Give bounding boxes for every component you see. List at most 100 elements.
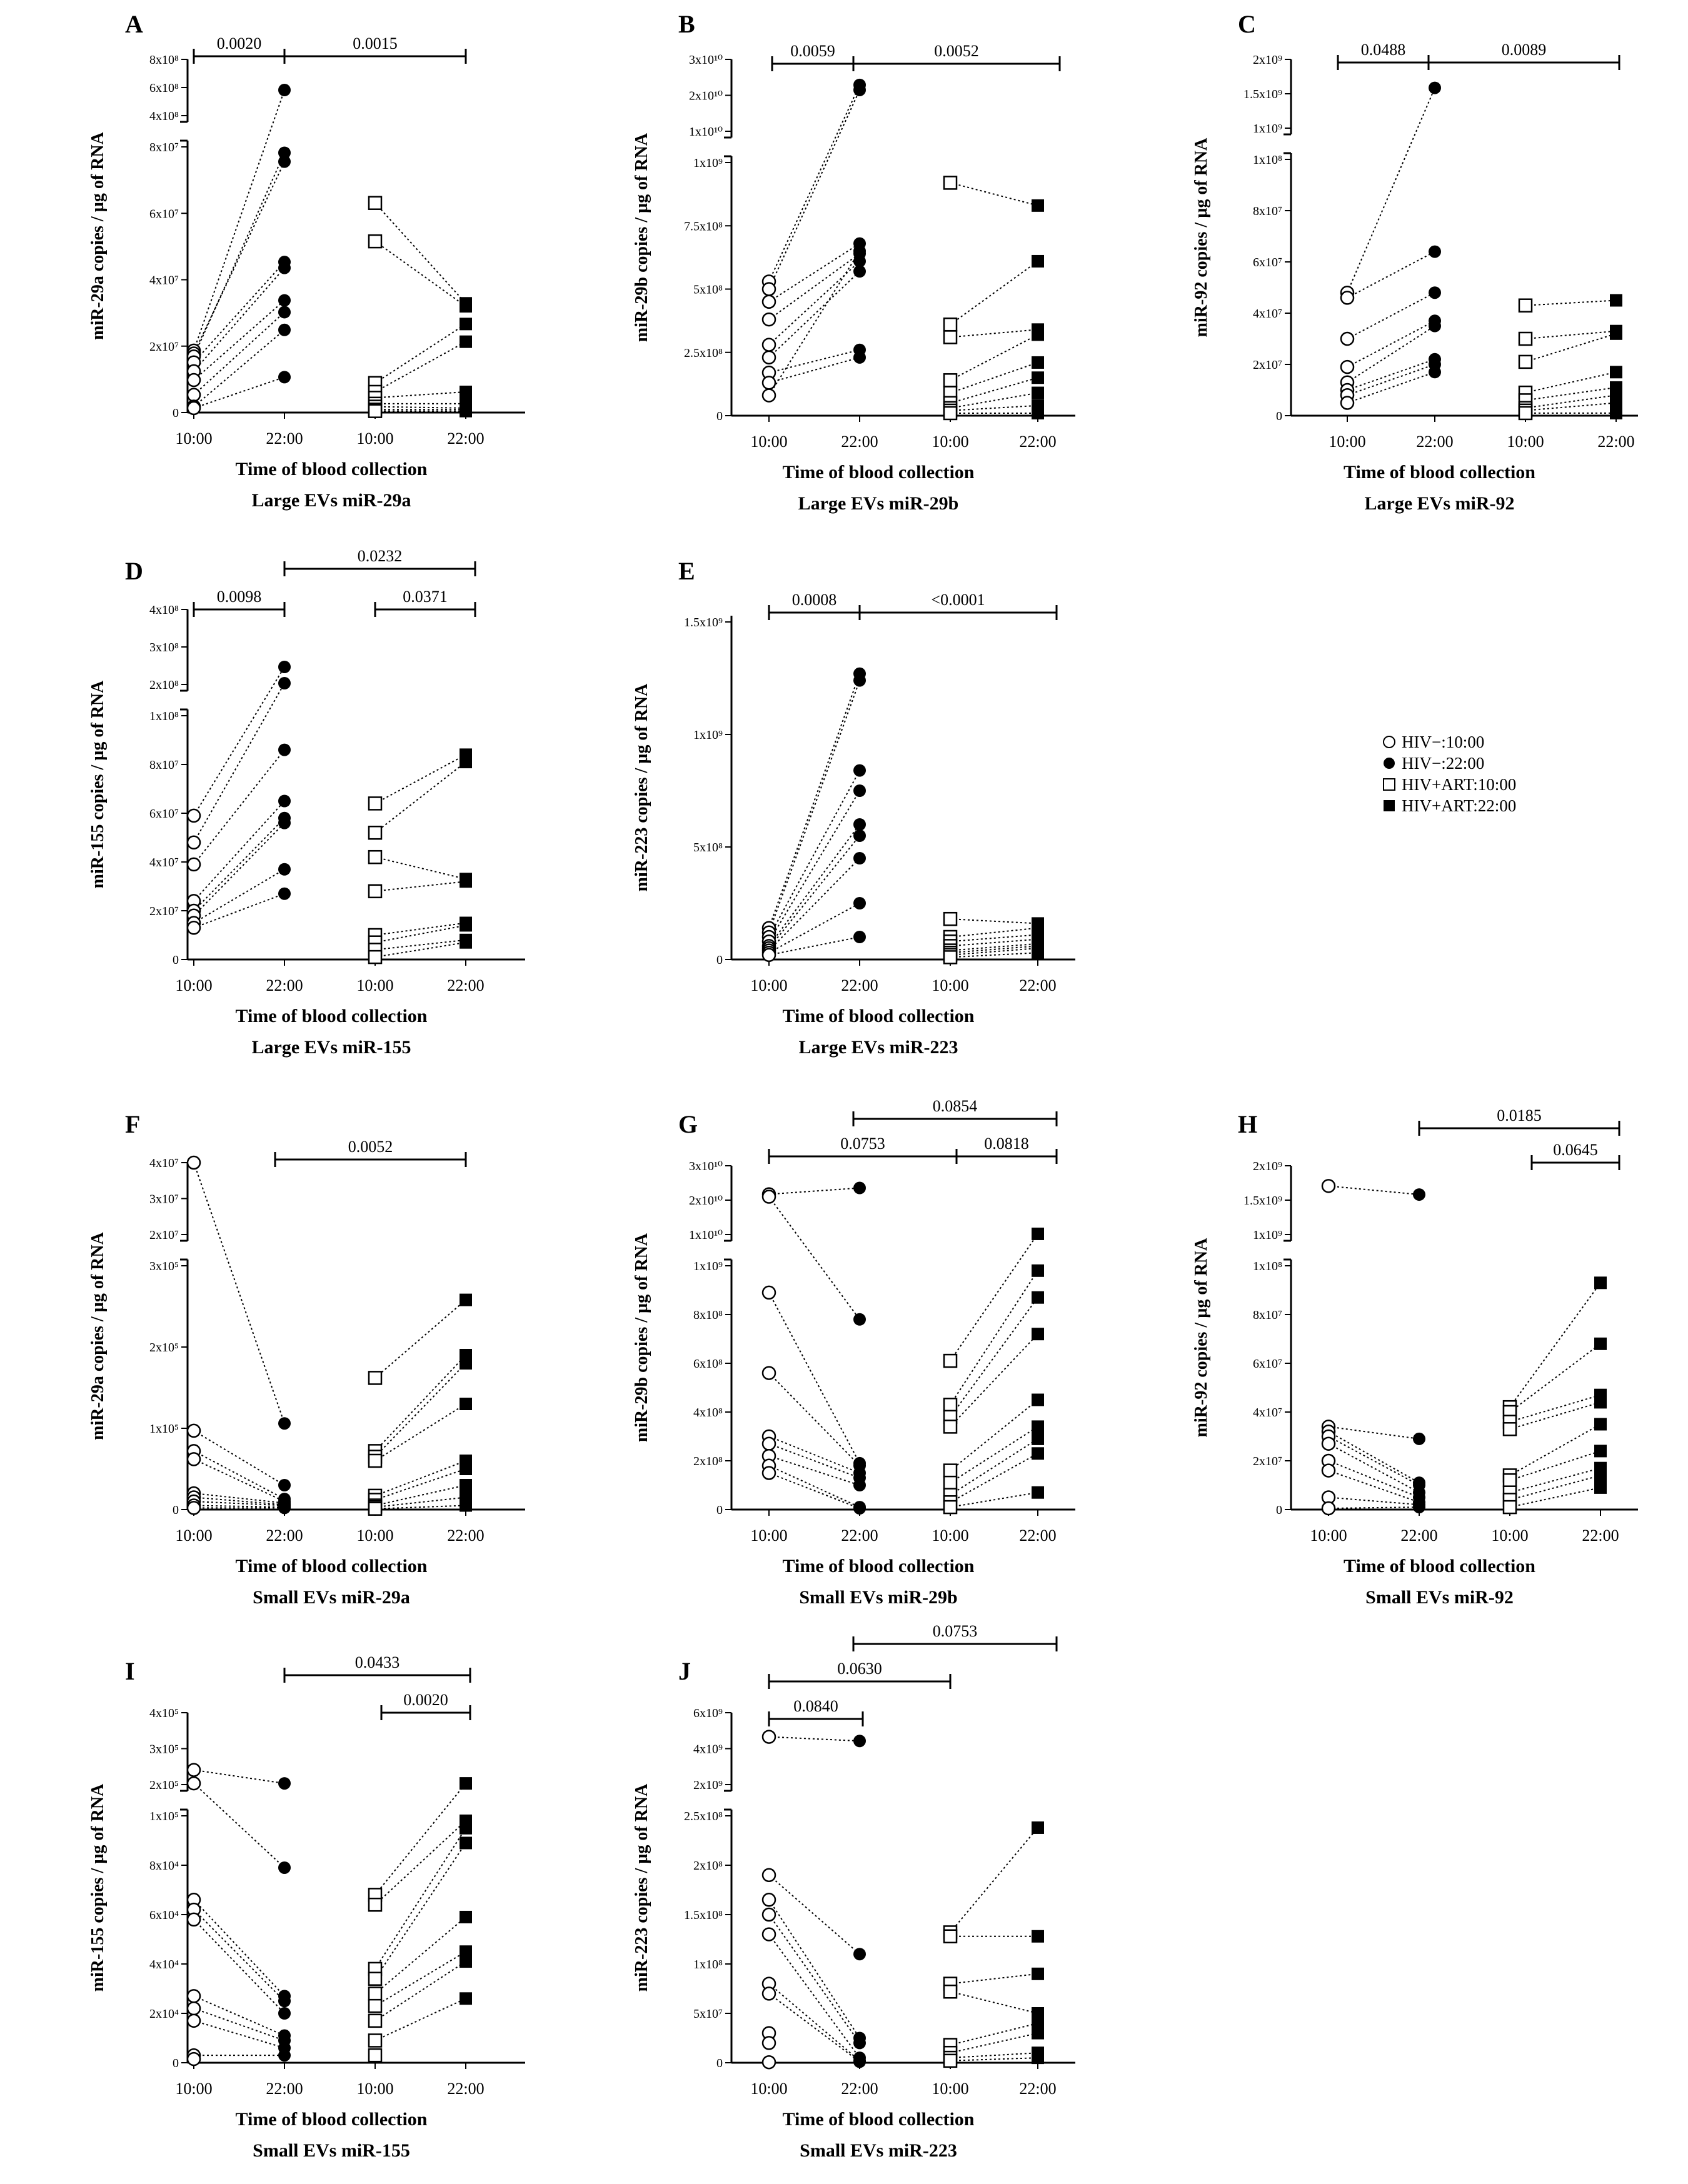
y-axis-label: miR-29b copies / µg of RNA bbox=[632, 1233, 651, 1442]
panel-d: D 0 2x10⁷ 4x10⁷ 6x10⁷ 8x10⁷ 1x10⁸ 2x10⁸ 3x10⁸ 4x1… bbox=[88, 547, 525, 1058]
pair-line bbox=[768, 356, 860, 384]
pair-line bbox=[193, 1501, 285, 1506]
data-point bbox=[853, 1735, 866, 1748]
pair-line bbox=[1509, 1401, 1601, 1430]
data-point bbox=[1032, 1967, 1044, 1980]
data-point bbox=[278, 743, 291, 756]
p-value-label: 0.0020 bbox=[403, 1691, 448, 1709]
y-tick-label: 2x10⁷ bbox=[149, 904, 179, 918]
p-value-label: 0.0020 bbox=[217, 34, 262, 53]
data-point bbox=[460, 1836, 472, 1850]
y-tick-label: 0 bbox=[173, 2056, 179, 2070]
pair-line bbox=[768, 824, 860, 946]
p-value-label: 0.0854 bbox=[933, 1097, 978, 1115]
data-point bbox=[853, 1948, 866, 1961]
y-axis-label: miR-223 copies / µg of RNA bbox=[632, 683, 651, 891]
chart-subtitle: Small EVs miR-92 bbox=[1365, 1587, 1514, 1608]
data-point bbox=[278, 1501, 291, 1515]
y-axis-label: miR-155 copies / µg of RNA bbox=[88, 1783, 108, 1991]
data-point bbox=[460, 756, 472, 769]
pair-line bbox=[1509, 1343, 1601, 1413]
data-point bbox=[761, 294, 776, 309]
pair-line bbox=[1509, 1475, 1601, 1501]
pair-line bbox=[193, 1430, 285, 1486]
data-point bbox=[1032, 199, 1044, 212]
pair-line bbox=[950, 2052, 1038, 2059]
y-tick-label: 1.5x10⁸ bbox=[684, 1908, 723, 1922]
y-tick-label: 1.5x10⁹ bbox=[684, 616, 723, 629]
y-tick-label: 1x10⁹ bbox=[1253, 122, 1282, 136]
x-axis-label: Time of blood collection bbox=[1344, 462, 1535, 483]
pair-line bbox=[193, 2020, 285, 2049]
data-point bbox=[761, 1730, 776, 1744]
data-point bbox=[460, 1910, 472, 1923]
data-point bbox=[186, 401, 201, 416]
pair-line bbox=[374, 1403, 466, 1461]
data-point bbox=[761, 1927, 776, 1941]
pair-line bbox=[768, 1875, 860, 1955]
y-tick-label: 4x10⁸ bbox=[149, 603, 179, 617]
pair-line bbox=[950, 329, 1038, 338]
data-point bbox=[186, 1989, 201, 2003]
data-point bbox=[1032, 1821, 1044, 1834]
y-tick-label: 0 bbox=[1276, 409, 1282, 423]
x-tick-label: 10:00 bbox=[1507, 433, 1544, 451]
pair-line bbox=[1347, 88, 1435, 293]
pair-line bbox=[950, 1453, 1038, 1503]
x-axis-label: Time of blood collection bbox=[783, 2109, 975, 2130]
y-tick-label: 8x10⁴ bbox=[149, 1859, 179, 1873]
data-point bbox=[943, 176, 958, 190]
data-point bbox=[1032, 1447, 1044, 1460]
pair-line bbox=[1328, 1496, 1420, 1506]
data-point bbox=[943, 1463, 958, 1478]
data-point bbox=[368, 884, 383, 899]
data-point bbox=[1594, 1469, 1607, 1482]
data-point bbox=[278, 155, 291, 168]
x-tick-label: 10:00 bbox=[932, 1526, 968, 1545]
data-point bbox=[943, 2053, 958, 2068]
data-point bbox=[761, 948, 776, 963]
y-tick-label: 1x10⁹ bbox=[693, 728, 723, 742]
data-point bbox=[186, 1423, 201, 1438]
pair-line bbox=[768, 1187, 860, 1195]
x-tick-label: 22:00 bbox=[1416, 433, 1453, 451]
data-point bbox=[761, 282, 776, 296]
y-tick-label: 2x10⁸ bbox=[693, 1455, 723, 1468]
p-value-label: 0.0840 bbox=[793, 1697, 838, 1715]
data-point bbox=[1518, 406, 1533, 421]
pair-line bbox=[768, 1465, 860, 1508]
pair-line bbox=[1525, 371, 1617, 394]
pair-line bbox=[950, 1991, 1038, 2014]
data-point bbox=[368, 949, 383, 964]
data-point bbox=[278, 306, 291, 319]
data-point bbox=[460, 335, 472, 348]
p-value-label: 0.0098 bbox=[217, 588, 262, 606]
pair-line bbox=[374, 1998, 466, 2041]
y-tick-label: 4x10⁷ bbox=[1253, 1406, 1282, 1420]
data-point bbox=[1032, 1420, 1044, 1433]
data-point bbox=[1518, 331, 1533, 346]
pair-line bbox=[374, 1299, 466, 1379]
y-tick-label: 2x10⁷ bbox=[149, 340, 179, 354]
p-value-label: 0.0089 bbox=[1502, 41, 1547, 59]
data-point bbox=[1429, 319, 1441, 333]
data-point bbox=[1032, 371, 1044, 384]
pair-line bbox=[768, 790, 860, 942]
pair-line bbox=[1347, 251, 1435, 299]
y-tick-label: 0 bbox=[173, 1503, 179, 1517]
data-point bbox=[186, 373, 201, 388]
legend-label: HIV+ART:22:00 bbox=[1402, 796, 1517, 815]
y-tick-label: 3x10⁷ bbox=[149, 1193, 179, 1206]
data-point bbox=[853, 1313, 866, 1326]
data-point bbox=[460, 1293, 472, 1306]
data-point bbox=[1032, 1328, 1044, 1341]
panel-letter: C bbox=[1238, 10, 1256, 38]
x-tick-label: 10:00 bbox=[750, 2080, 787, 2098]
x-tick-label: 10:00 bbox=[1329, 433, 1365, 451]
x-axis-label: Time of blood collection bbox=[236, 1006, 428, 1026]
data-point bbox=[853, 784, 866, 797]
x-tick-label: 10:00 bbox=[356, 976, 393, 994]
data-point bbox=[278, 660, 291, 673]
chart-subtitle: Large EVs miR-155 bbox=[252, 1037, 411, 1058]
data-point bbox=[368, 796, 383, 811]
